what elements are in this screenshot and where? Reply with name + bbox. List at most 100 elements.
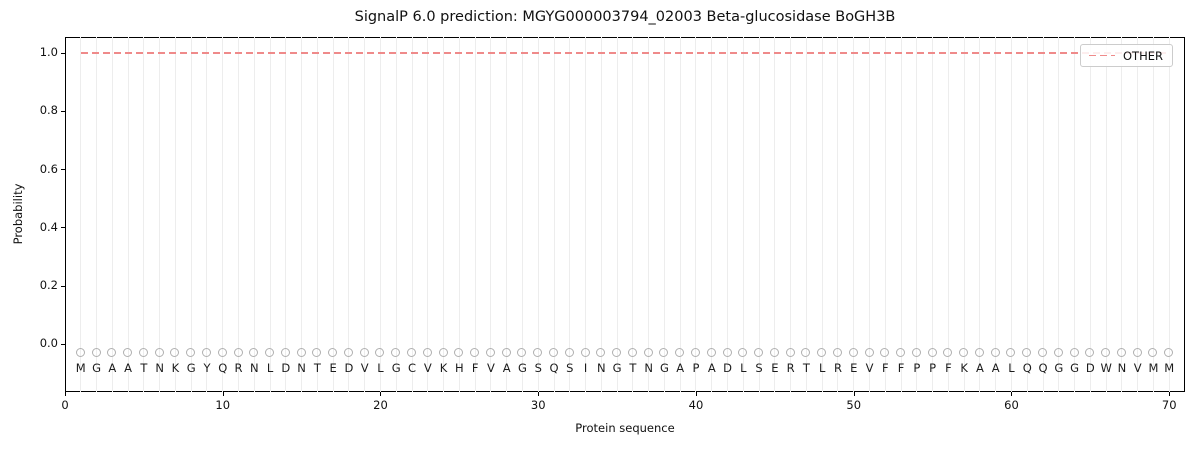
- residue-letter: L: [1008, 360, 1015, 375]
- residue-gridline: [332, 37, 334, 392]
- x-axis-tick-label: 50: [846, 398, 862, 412]
- residue-marker-circle: [186, 347, 196, 357]
- residue-marker-circle: [296, 347, 306, 357]
- x-axis-tick: [1011, 392, 1013, 396]
- residue-gridline: [474, 37, 476, 392]
- residue-letter: M: [1164, 360, 1175, 375]
- residue-letter: M: [75, 360, 86, 375]
- residue-marker-circle: [233, 347, 243, 357]
- residue-marker-circle: [1164, 347, 1174, 357]
- y-axis-tick-label: 0.2: [39, 278, 58, 293]
- residue-gridline: [537, 37, 539, 392]
- residue-gridline: [663, 37, 665, 392]
- residue-letter: A: [124, 360, 133, 375]
- residue-letter: L: [740, 360, 747, 375]
- residue-letter: G: [1070, 360, 1080, 375]
- residue-letter: E: [850, 360, 858, 375]
- residue-gridline: [238, 37, 240, 392]
- residue-letter: W: [1100, 360, 1112, 375]
- residue-gridline: [348, 37, 350, 392]
- residue-marker-circle: [564, 347, 574, 357]
- residue-marker-circle: [422, 347, 432, 357]
- residue-gridline: [742, 37, 744, 392]
- residue-gridline: [159, 37, 161, 392]
- residue-gridline: [206, 37, 208, 392]
- residue-gridline: [411, 37, 413, 392]
- residue-marker-circle: [123, 347, 133, 357]
- residue-gridline: [285, 37, 287, 392]
- residue-gridline: [553, 37, 555, 392]
- chart-title: SignalP 6.0 prediction: MGYG000003794_02…: [354, 9, 896, 25]
- residue-gridline: [1089, 37, 1091, 392]
- residue-letter: F: [471, 360, 479, 375]
- residue-marker-circle: [1006, 347, 1016, 357]
- residue-marker-circle: [580, 347, 590, 357]
- residue-gridline: [1152, 37, 1154, 392]
- residue-marker-circle: [1022, 347, 1032, 357]
- x-axis-tick-label: 60: [1004, 398, 1019, 412]
- residue-letter: T: [629, 360, 637, 375]
- x-axis-tick: [222, 392, 224, 396]
- residue-gridline: [790, 37, 792, 392]
- residue-marker-circle: [154, 347, 164, 357]
- residue-marker-circle: [596, 347, 606, 357]
- residue-letter: N: [249, 360, 259, 375]
- plot-area: [65, 37, 1185, 392]
- residue-letter: N: [297, 360, 306, 375]
- residue-marker-circle: [438, 347, 448, 357]
- other-probability-line: [80, 51, 1170, 54]
- residue-marker-circle: [974, 347, 984, 357]
- residue-marker-circle: [549, 347, 558, 357]
- residue-letter: E: [329, 360, 337, 375]
- residue-gridline: [837, 37, 839, 392]
- residue-letter: F: [897, 360, 905, 375]
- x-axis-tick: [380, 392, 382, 396]
- residue-marker-circle: [407, 347, 417, 357]
- residue-gridline: [995, 37, 997, 392]
- x-axis-tick-label: 20: [373, 398, 388, 412]
- residue-marker-circle: [722, 347, 732, 357]
- residue-gridline: [900, 37, 902, 392]
- residue-marker-circle: [533, 347, 543, 357]
- residue-marker-circle: [627, 347, 637, 357]
- residue-letter: T: [802, 360, 810, 375]
- residue-marker-circle: [1101, 347, 1111, 357]
- residue-marker-circle: [1132, 347, 1142, 357]
- residue-gridline: [632, 37, 634, 392]
- residue-marker-circle: [643, 347, 653, 357]
- residue-letter: D: [723, 360, 732, 375]
- residue-gridline: [1137, 37, 1139, 392]
- residue-gridline: [458, 37, 460, 392]
- residue-letter: R: [833, 360, 842, 375]
- residue-gridline: [379, 37, 381, 392]
- residue-gridline: [869, 37, 870, 392]
- residue-letter: R: [234, 360, 243, 375]
- residue-letter: G: [92, 360, 102, 375]
- residue-marker-circle: [359, 347, 369, 357]
- residue-letter: V: [360, 360, 369, 375]
- residue-marker-circle: [91, 347, 101, 357]
- y-axis-tick-label: 0.6: [39, 161, 58, 176]
- residue-letter: I: [583, 360, 588, 375]
- residue-letter: N: [597, 360, 606, 375]
- residue-letter: P: [913, 360, 921, 375]
- residue-gridline: [679, 37, 681, 392]
- residue-marker-circle: [832, 347, 842, 357]
- residue-marker-circle: [990, 347, 1000, 357]
- residue-letter: R: [786, 360, 795, 375]
- residue-gridline: [443, 37, 445, 392]
- residue-gridline: [600, 37, 602, 392]
- residue-letter: E: [771, 360, 779, 375]
- x-axis-label: Protein sequence: [575, 421, 675, 435]
- y-axis-tick: [61, 169, 65, 171]
- residue-gridline: [711, 37, 713, 392]
- residue-marker-circle: [1069, 347, 1079, 357]
- residue-gridline: [916, 37, 918, 392]
- residue-letter: T: [313, 360, 321, 375]
- x-axis-tick-label: 10: [215, 398, 231, 412]
- y-axis-tick: [61, 227, 65, 229]
- residue-gridline: [111, 37, 113, 392]
- y-axis-tick-label: 0.8: [39, 103, 58, 118]
- residue-marker-circle: [675, 347, 685, 357]
